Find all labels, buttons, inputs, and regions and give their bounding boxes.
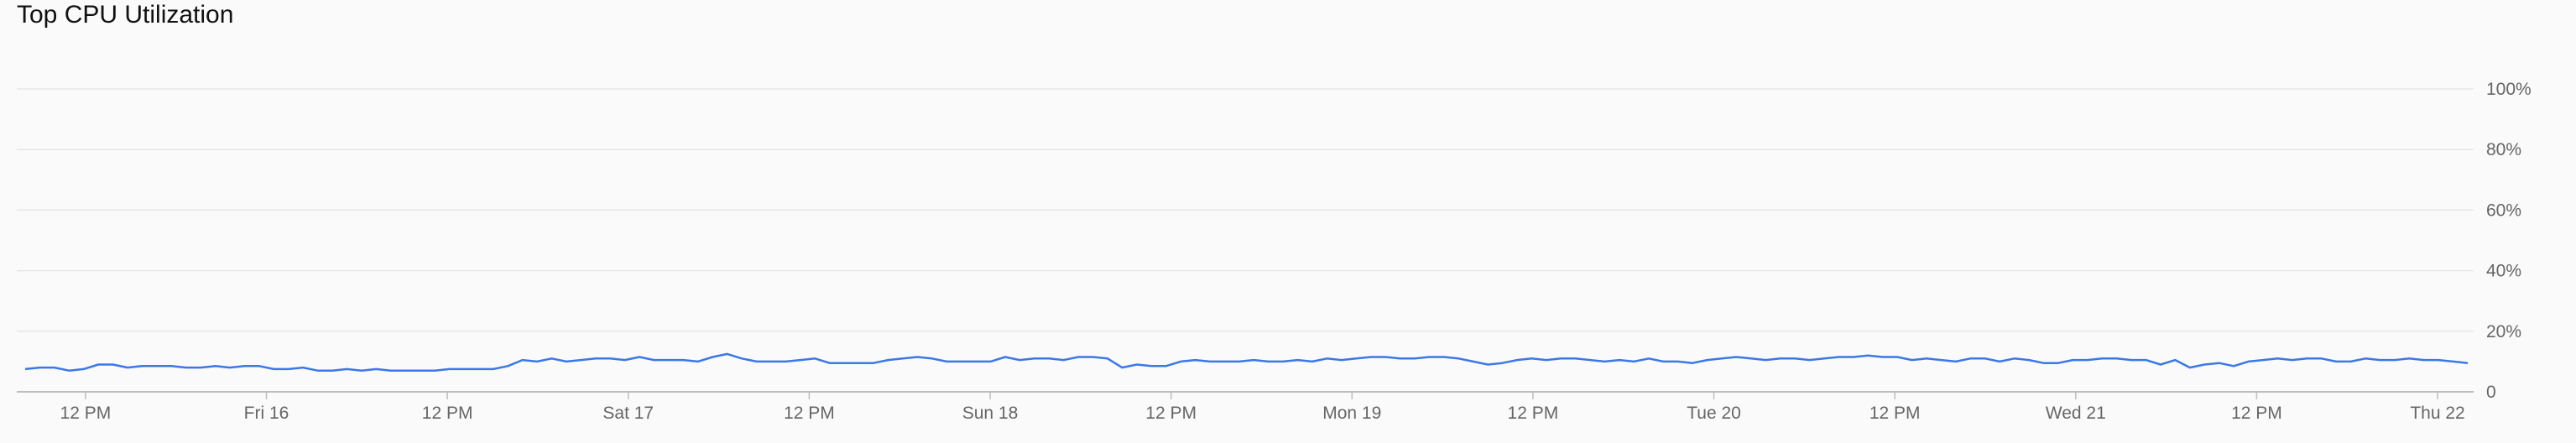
y-tick-label: 20% (2486, 322, 2521, 341)
y-tick-label: 80% (2486, 140, 2521, 159)
x-tick-label: Sat 17 (602, 404, 654, 423)
x-tick-label: 12 PM (1869, 404, 1921, 423)
chart-title: Top CPU Utilization (17, 1, 234, 29)
y-axis-tick-labels: 0 20% 40% 60% 80% 100% (2486, 80, 2532, 402)
x-tick-label: Fri 16 (244, 404, 289, 423)
series-line (24, 352, 2469, 372)
series-group (24, 352, 2469, 372)
x-tick-label: Sun 18 (962, 404, 1019, 423)
x-axis: 12 PM Fri 16 12 PM Sat 17 12 PM Sun 18 12 PM Mo… (17, 391, 2474, 423)
y-tick-label: 0 (2486, 383, 2496, 402)
x-tick-label: Tue 20 (1687, 404, 1741, 423)
y-tick-label: 100% (2486, 80, 2532, 99)
x-tick-label: 12 PM (422, 404, 473, 423)
x-tick-label: Mon 19 (1322, 404, 1381, 423)
y-tick-label: 40% (2486, 262, 2521, 281)
y-tick-label: 60% (2486, 201, 2521, 220)
x-tick-label: Thu 22 (2410, 404, 2464, 423)
x-tick-label: 12 PM (784, 404, 835, 423)
x-tick-label: 12 PM (1145, 404, 1197, 423)
x-tick-label: 12 PM (60, 404, 112, 423)
x-tick-label: 12 PM (1508, 404, 1559, 423)
x-tick-label: Wed 21 (2046, 404, 2106, 423)
grid-lines (17, 88, 2474, 332)
x-tick-label: 12 PM (2231, 404, 2282, 423)
